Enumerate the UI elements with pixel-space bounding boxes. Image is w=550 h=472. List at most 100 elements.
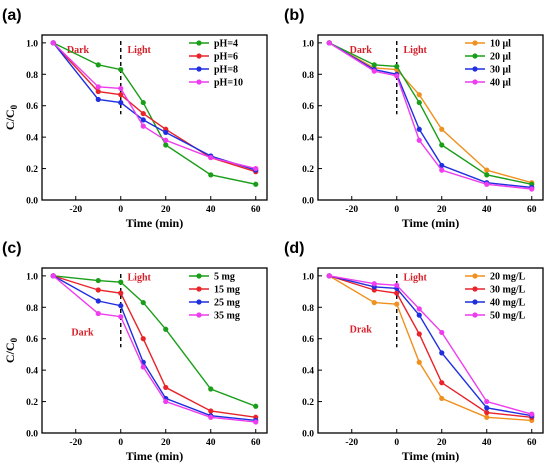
y-tick-label: 0.0 xyxy=(26,197,38,207)
data-point xyxy=(484,172,490,178)
data-point xyxy=(118,99,124,106)
y-tick-label: 0.0 xyxy=(26,430,38,440)
series-1 xyxy=(326,273,535,424)
legend-swatch-marker xyxy=(472,40,478,46)
data-point xyxy=(371,62,377,68)
data-point xyxy=(394,282,400,288)
legend-label: 30 μl xyxy=(490,65,511,76)
y-tick-label: 0.2 xyxy=(26,165,38,175)
data-point xyxy=(439,162,445,169)
legend-swatch-marker xyxy=(196,40,202,46)
x-axis-label: Time (min) xyxy=(402,216,459,230)
data-point xyxy=(484,414,490,420)
legend-label: pH=8 xyxy=(214,65,238,76)
data-point xyxy=(140,110,146,117)
data-point xyxy=(208,154,214,161)
y-tick-label: 0.4 xyxy=(26,367,38,377)
data-point xyxy=(394,301,400,307)
data-point xyxy=(140,99,146,106)
light-annotation: Light xyxy=(128,45,152,56)
data-point xyxy=(416,92,422,98)
data-point xyxy=(253,419,259,425)
data-point xyxy=(140,123,146,129)
legend-label: pH=4 xyxy=(214,39,238,50)
data-point xyxy=(416,99,422,106)
y-axis-label: C/C0 xyxy=(3,104,19,130)
x-tick-label: -20 xyxy=(345,205,358,215)
legend-swatch-marker xyxy=(196,79,202,85)
light-annotation: Light xyxy=(404,273,428,284)
data-point xyxy=(484,409,490,416)
dark-annotation: Dark xyxy=(71,328,94,339)
y-tick-label: 1.0 xyxy=(26,272,38,282)
y-tick-label: 0.6 xyxy=(26,102,38,112)
plot-frame xyxy=(317,34,544,201)
y-tick-label: 1.0 xyxy=(26,39,38,49)
data-point xyxy=(394,73,400,79)
legend: pH=4 pH=6 pH=8 pH=10 xyxy=(189,39,243,89)
legend-swatch-marker xyxy=(472,273,478,279)
x-tick-label: 0 xyxy=(394,205,399,215)
data-point xyxy=(118,290,124,296)
dark-annotation: Dark xyxy=(350,45,373,56)
data-point xyxy=(95,298,101,304)
x-tick-label: 60 xyxy=(251,438,261,448)
legend-swatch-marker xyxy=(196,286,202,292)
data-point xyxy=(484,167,490,173)
data-point xyxy=(439,329,445,336)
y-tick-label: 0.2 xyxy=(302,398,314,408)
data-point xyxy=(95,96,101,103)
data-point xyxy=(439,395,445,402)
data-point xyxy=(439,167,445,173)
x-tick-label: 40 xyxy=(206,438,216,448)
series-4 xyxy=(50,40,259,172)
y-tick-label: 1.0 xyxy=(302,272,314,282)
legend-label: 30 mg/L xyxy=(490,285,526,296)
legend-label: 5 mg xyxy=(214,272,235,283)
legend: 20 mg/L 30 mg/L 40 mg/L 50 mg/L xyxy=(465,272,526,322)
data-point xyxy=(371,299,377,306)
data-point xyxy=(439,142,445,148)
data-point xyxy=(163,326,169,332)
y-tick-label: 0.8 xyxy=(26,71,38,81)
data-point xyxy=(95,310,101,317)
data-point xyxy=(118,85,124,92)
data-point xyxy=(140,336,146,342)
y-tick-label: 0.0 xyxy=(302,197,314,207)
data-point xyxy=(118,314,124,320)
data-point xyxy=(484,398,490,405)
data-point xyxy=(529,411,535,417)
y-tick-label: 0.8 xyxy=(26,304,38,314)
data-point xyxy=(253,403,259,409)
panel-label: (d) xyxy=(284,240,304,257)
data-point xyxy=(163,137,169,143)
plot-frame xyxy=(317,267,544,434)
data-point xyxy=(50,40,56,46)
data-point xyxy=(95,62,101,68)
plot-frame xyxy=(41,267,268,434)
data-point xyxy=(439,126,445,132)
legend-label: pH=6 xyxy=(214,52,238,63)
x-tick-label: 20 xyxy=(161,205,171,215)
series-4 xyxy=(50,273,259,425)
data-point xyxy=(416,359,422,365)
x-tick-label: -20 xyxy=(345,438,358,448)
data-point xyxy=(163,129,169,136)
legend-label: 10 μl xyxy=(490,39,511,50)
x-tick-label: 20 xyxy=(437,438,447,448)
data-point xyxy=(439,350,445,356)
legend: 10 μl 20 μl 30 μl 40 μl xyxy=(465,39,511,89)
x-tick-label: 20 xyxy=(161,438,171,448)
x-tick-label: 20 xyxy=(437,205,447,215)
dark-annotation: Dark xyxy=(67,45,90,56)
y-tick-label: 0.6 xyxy=(302,335,314,345)
data-point xyxy=(484,405,490,411)
data-point xyxy=(118,92,124,98)
x-tick-label: 0 xyxy=(118,205,123,215)
data-point xyxy=(371,68,377,74)
legend-swatch-marker xyxy=(196,66,202,72)
legend-swatch-marker xyxy=(472,66,478,72)
data-point xyxy=(140,117,146,123)
y-tick-label: 0.6 xyxy=(26,335,38,345)
